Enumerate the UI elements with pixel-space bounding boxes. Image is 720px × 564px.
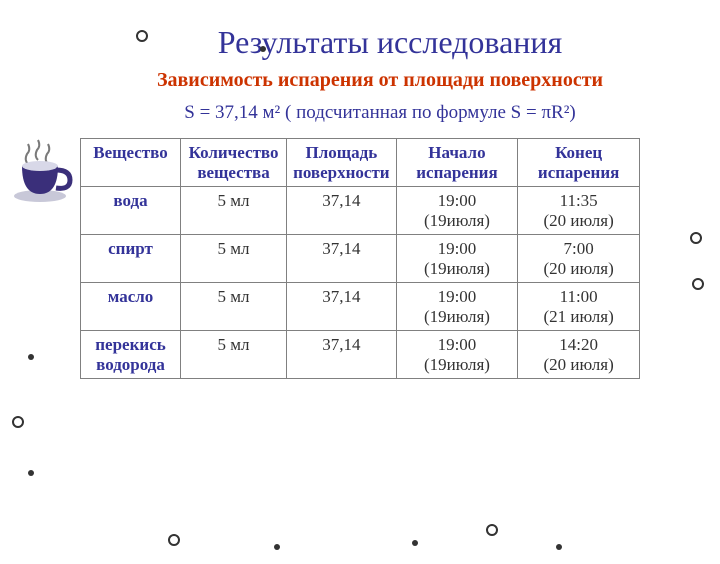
page-subtitle: Зависимость испарения от площади поверхн… xyxy=(0,69,720,92)
table-cell: 37,14 xyxy=(287,331,397,379)
decorative-dot xyxy=(28,470,34,476)
page-title: Результаты исследования xyxy=(0,24,720,61)
table-cell: 37,14 xyxy=(287,235,397,283)
substance-label: вода xyxy=(81,187,181,235)
table-cell: 11:35(20 июля) xyxy=(518,187,640,235)
decorative-dot xyxy=(692,278,704,290)
table-cell: 7:00(20 июля) xyxy=(518,235,640,283)
decorative-dot xyxy=(690,232,702,244)
decorative-dot xyxy=(274,544,280,550)
table-row: масло5 мл37,1419:00(19июля)11:00(21 июля… xyxy=(81,283,640,331)
table-cell: 37,14 xyxy=(287,283,397,331)
decorative-dot xyxy=(136,30,148,42)
decorative-dot xyxy=(556,544,562,550)
results-table-container: ВеществоКоличество веществаПлощадь повер… xyxy=(80,138,640,379)
coffee-cup-icon xyxy=(8,136,78,206)
column-header: Начало испарения xyxy=(396,139,518,187)
column-header: Количество вещества xyxy=(181,139,287,187)
decorative-dot xyxy=(12,416,24,428)
results-table: ВеществоКоличество веществаПлощадь повер… xyxy=(80,138,640,379)
decorative-dot xyxy=(28,354,34,360)
decorative-dot xyxy=(260,46,266,52)
table-cell: 5 мл xyxy=(181,235,287,283)
table-cell: 19:00(19июля) xyxy=(396,283,518,331)
table-row: перекись водорода5 мл37,1419:00(19июля)1… xyxy=(81,331,640,379)
table-row: спирт5 мл37,1419:00(19июля)7:00(20 июля) xyxy=(81,235,640,283)
substance-label: масло xyxy=(81,283,181,331)
table-cell: 19:00(19июля) xyxy=(396,187,518,235)
table-cell: 5 мл xyxy=(181,331,287,379)
table-cell: 14:20(20 июля) xyxy=(518,331,640,379)
column-header: Площадь поверхности xyxy=(287,139,397,187)
substance-label: перекись водорода xyxy=(81,331,181,379)
decorative-dot xyxy=(486,524,498,536)
table-cell: 19:00(19июля) xyxy=(396,331,518,379)
table-cell: 5 мл xyxy=(181,187,287,235)
decorative-dot xyxy=(168,534,180,546)
column-header: Вещество xyxy=(81,139,181,187)
decorative-dot xyxy=(412,540,418,546)
table-cell: 19:00(19июля) xyxy=(396,235,518,283)
substance-label: спирт xyxy=(81,235,181,283)
table-cell: 5 мл xyxy=(181,283,287,331)
formula-text: S = 37,14 м² ( подсчитанная по формуле S… xyxy=(0,102,720,124)
table-cell: 37,14 xyxy=(287,187,397,235)
table-row: вода5 мл37,1419:00(19июля)11:35(20 июля) xyxy=(81,187,640,235)
column-header: Конец испарения xyxy=(518,139,640,187)
table-cell: 11:00(21 июля) xyxy=(518,283,640,331)
